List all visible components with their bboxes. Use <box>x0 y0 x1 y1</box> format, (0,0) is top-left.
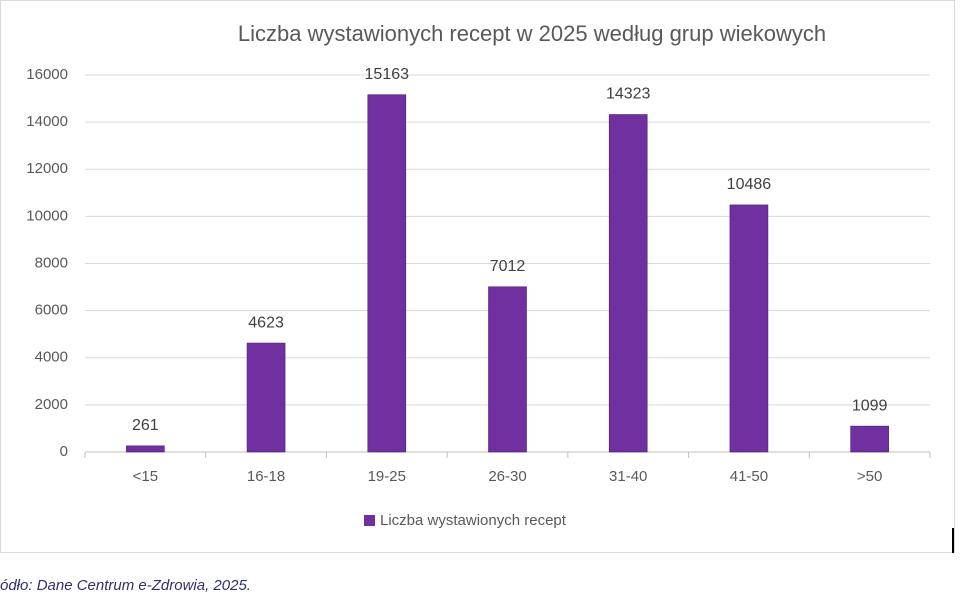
y-tick-label: 2000 <box>35 396 68 413</box>
data-label: 7012 <box>490 258 526 275</box>
data-label: 261 <box>132 417 159 434</box>
bar <box>367 94 407 453</box>
y-tick-label: 4000 <box>35 349 68 366</box>
data-label: 1099 <box>852 397 888 414</box>
y-tick-label: 10000 <box>26 207 68 224</box>
bar <box>488 286 527 453</box>
y-tick-label: 0 <box>60 443 68 460</box>
x-tick-label: 19-25 <box>368 468 406 485</box>
chart-title: Liczba wystawionych recept w 2025 według… <box>238 21 826 46</box>
data-label: 10486 <box>727 176 772 193</box>
legend-label: Liczba wystawionych recept <box>380 512 567 529</box>
x-tick-label: 16-18 <box>247 468 285 485</box>
x-tick-label: 31-40 <box>609 468 647 485</box>
caption: ódło: Dane Centrum e-Zdrowia, 2025. <box>0 577 251 594</box>
data-label: 14323 <box>606 86 651 103</box>
y-tick-label: 8000 <box>35 254 68 271</box>
data-label: 15163 <box>365 66 410 83</box>
chart-frame <box>0 0 955 553</box>
legend-swatch <box>364 515 375 526</box>
x-tick-label: 41-50 <box>730 468 768 485</box>
bar <box>608 114 648 453</box>
y-tick-label: 14000 <box>26 113 68 130</box>
bar <box>729 204 769 453</box>
x-tick-label: 26-30 <box>488 468 526 485</box>
data-label: 4623 <box>248 314 284 331</box>
y-tick-label: 16000 <box>26 66 68 83</box>
bar <box>246 342 286 453</box>
bar <box>126 445 165 453</box>
x-tick-label: <15 <box>133 468 158 485</box>
y-tick-label: 6000 <box>35 302 68 319</box>
y-tick-label: 12000 <box>26 160 68 177</box>
x-tick-label: >50 <box>857 468 882 485</box>
bar <box>850 425 889 453</box>
